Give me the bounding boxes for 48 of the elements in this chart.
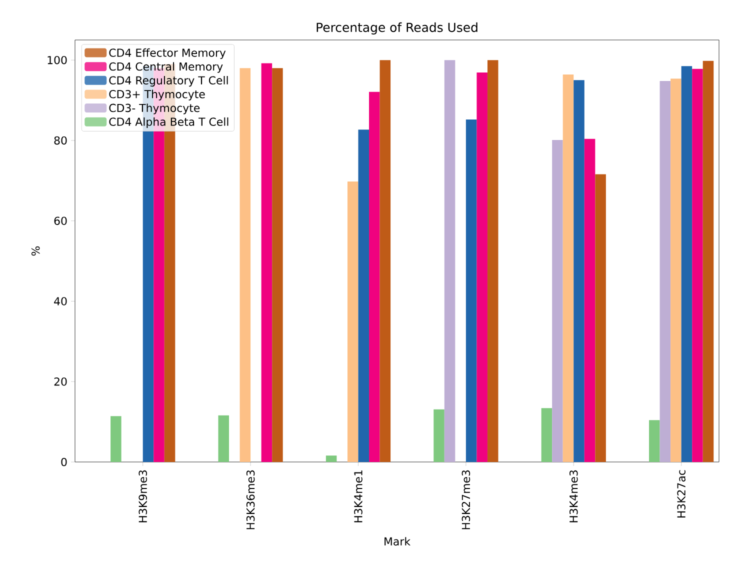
y-axis-title: % [31,246,40,256]
bar [476,72,488,462]
bar [574,80,584,462]
bar [670,78,682,462]
y-tick-label: 100 [48,56,67,64]
bar [595,174,606,462]
bar [358,130,370,462]
bar [660,80,671,462]
bar [541,408,552,462]
bar [702,60,714,462]
bar [562,74,574,462]
y-tick-label: 80 [54,136,67,145]
bar [326,456,337,462]
legend-label: CD4 Central Memory [109,62,223,73]
legend-label: CD3+ Thymocyte [109,90,205,100]
y-tick-label: 20 [54,377,67,386]
bar [649,420,660,462]
bar [692,68,703,462]
bar [584,138,596,462]
bar [272,68,283,462]
bar [261,63,272,462]
bar [681,66,692,462]
y-tick-label: 0 [61,458,67,466]
x-tick-label: H3K9me3 [138,470,147,522]
legend-label: CD4 Alpha Beta T Cell [109,117,228,128]
bar [552,140,563,462]
legend-label: CD4 Regulatory T Cell [109,76,228,87]
x-axis-title: Mark [384,537,410,546]
bar [240,68,251,462]
chart-title: Percentage of Reads Used [316,22,478,34]
bar [218,415,230,462]
x-tick-label: H3K4me3 [569,470,578,522]
x-tick-label: H3K4me1 [354,470,362,522]
bar [347,181,358,462]
legend-label: CD3- Thymocyte [109,104,200,114]
x-tick-label: H3K27ac [677,470,686,518]
x-tick-label: H3K36me3 [246,470,255,530]
bar [369,92,380,462]
y-tick-label: 60 [54,216,67,225]
y-tick-label: 40 [54,297,67,306]
bar [466,120,477,462]
bar [444,60,456,462]
bar [380,60,391,462]
bar [487,60,498,462]
bar [434,409,444,462]
x-tick-label: H3K27me3 [462,470,470,530]
bar [110,416,122,462]
legend-label: CD4 Effector Memory [109,48,226,59]
